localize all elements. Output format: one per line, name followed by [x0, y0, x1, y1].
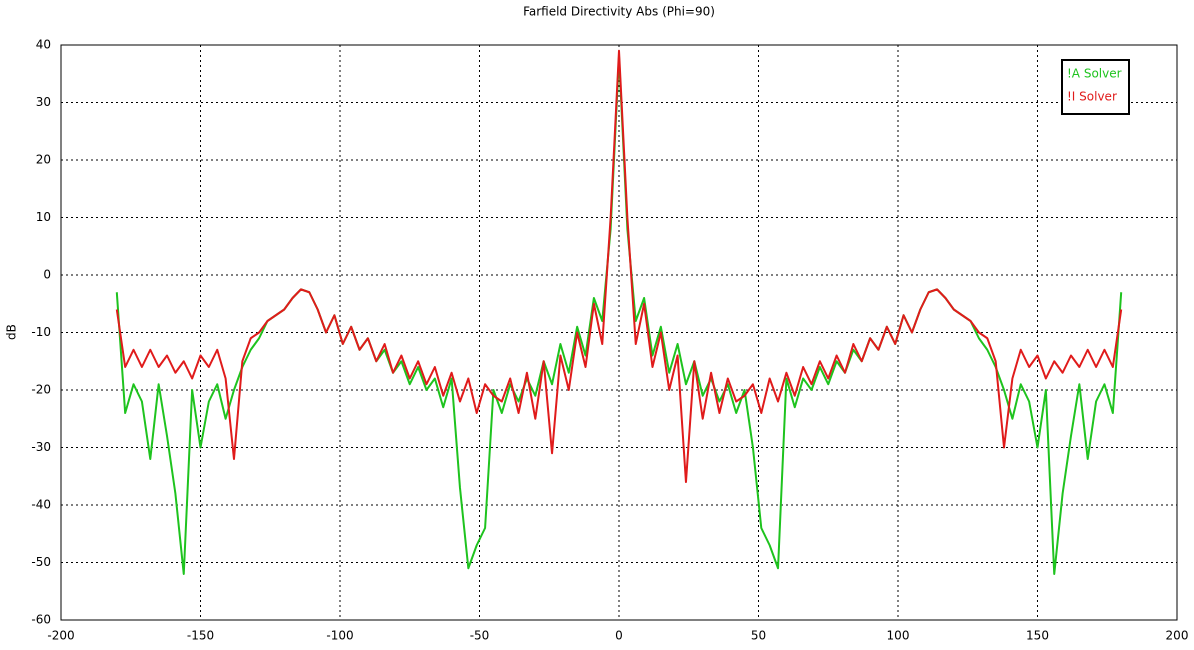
y-tick-label: 30 [36, 95, 51, 109]
y-tick-label: 20 [36, 153, 51, 167]
x-tick-label: -100 [326, 629, 353, 643]
x-tick-label: 100 [887, 629, 910, 643]
y-tick-label: -20 [31, 383, 51, 397]
x-tick-label: -150 [187, 629, 214, 643]
x-tick-label: 200 [1166, 629, 1189, 643]
y-tick-label: -60 [31, 613, 51, 627]
legend-box [1061, 59, 1130, 115]
y-tick-label: 0 [43, 268, 51, 282]
y-tick-label: -50 [31, 555, 51, 569]
legend-label: !I Solver [1067, 90, 1117, 104]
x-tick-label: 0 [615, 629, 623, 643]
plot-frame [60, 44, 1178, 621]
y-tick-label: -30 [31, 440, 51, 454]
x-tick-label: -50 [470, 629, 490, 643]
x-tick-label: 50 [751, 629, 766, 643]
legend: !A Solver !I Solver [1061, 59, 1130, 115]
y-tick-label: -10 [31, 325, 51, 339]
data-line [115, 49, 1123, 483]
y-tick-label: 40 [36, 38, 51, 52]
x-tick-label: -200 [47, 629, 74, 643]
y-tick-label: 10 [36, 210, 51, 224]
legend-label: !A Solver [1067, 67, 1122, 81]
y-axis-label: dB [5, 324, 19, 340]
y-tick-label: -40 [31, 498, 51, 512]
x-tick-label: 150 [1026, 629, 1049, 643]
chart-title: Farfield Directivity Abs (Phi=90) [523, 5, 715, 19]
